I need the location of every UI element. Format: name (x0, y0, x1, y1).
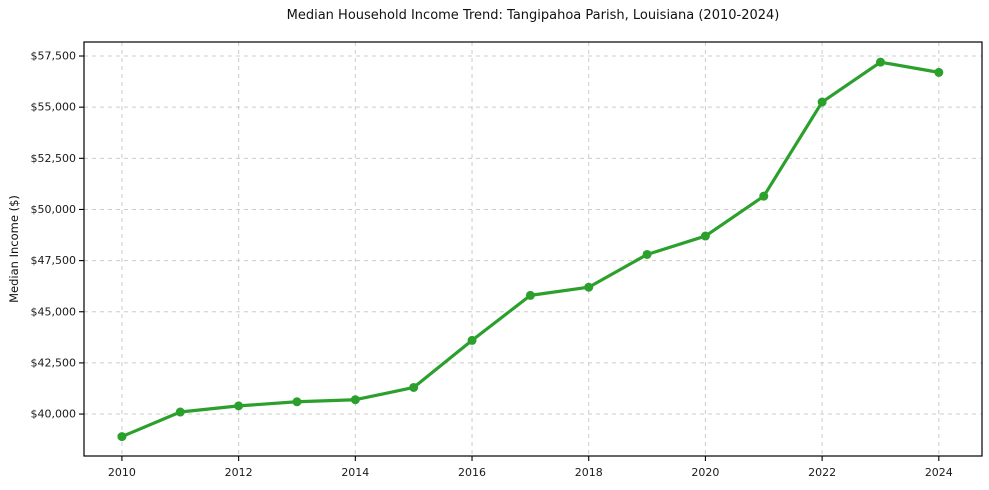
y-tick-label: $42,500 (31, 356, 77, 369)
data-point-2010 (117, 432, 127, 442)
data-point-2014 (350, 395, 360, 405)
data-point-2024 (934, 67, 944, 77)
data-point-2012 (234, 401, 244, 411)
x-tick-label: 2022 (808, 466, 836, 479)
data-point-2017 (525, 290, 535, 300)
data-point-2016 (467, 335, 477, 345)
y-tick-label: $47,500 (31, 254, 77, 267)
axes-border (83, 41, 983, 457)
x-tick-label: 2016 (458, 466, 486, 479)
data-point-2019 (642, 249, 652, 259)
x-tick-label: 2010 (108, 466, 136, 479)
data-point-2013 (292, 397, 302, 407)
chart-title: Median Household Income Trend: Tangipaho… (286, 8, 780, 23)
x-tick-label: 2020 (691, 466, 719, 479)
y-axis-label: Median Income ($) (7, 195, 21, 303)
data-point-2018 (584, 282, 594, 292)
y-tick-label: $55,000 (31, 101, 77, 114)
data-point-2023 (875, 57, 885, 67)
y-tick-label: $45,000 (31, 305, 77, 318)
y-tick-label: $57,500 (31, 50, 77, 63)
data-point-2022 (817, 97, 827, 107)
x-tick-label: 2024 (925, 466, 953, 479)
x-tick-label: 2014 (341, 466, 369, 479)
x-tick-label: 2012 (225, 466, 253, 479)
data-point-2015 (409, 382, 419, 392)
data-point-2020 (700, 231, 710, 241)
y-tick-label: $40,000 (31, 408, 77, 421)
income-trend-line (120, 60, 941, 439)
y-tick-label: $52,500 (31, 152, 77, 165)
data-point-2021 (759, 191, 769, 201)
data-point-2011 (175, 407, 185, 417)
y-tick-label: $50,000 (31, 203, 77, 216)
x-tick-label: 2018 (575, 466, 603, 479)
